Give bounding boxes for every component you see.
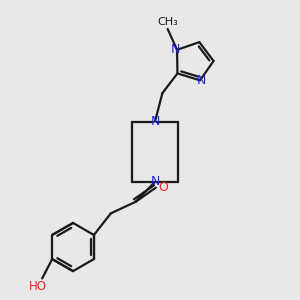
Text: N: N [171,43,180,56]
Text: HO: HO [29,280,47,293]
Text: N: N [197,74,206,87]
Text: N: N [150,115,160,128]
Text: N: N [150,175,160,188]
Text: O: O [158,181,168,194]
Text: CH₃: CH₃ [157,17,178,27]
